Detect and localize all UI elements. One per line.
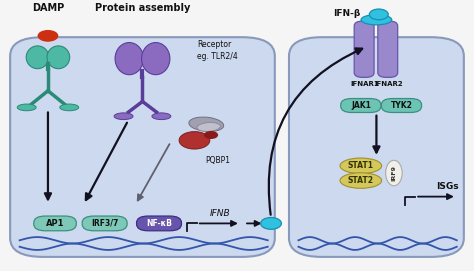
Ellipse shape [17, 104, 36, 111]
Ellipse shape [115, 43, 144, 75]
Text: PQBP1: PQBP1 [206, 156, 230, 165]
Ellipse shape [204, 131, 218, 139]
Ellipse shape [47, 46, 70, 69]
Text: JAK1: JAK1 [351, 101, 371, 110]
Text: Protein assembly: Protein assembly [95, 3, 190, 13]
FancyBboxPatch shape [378, 21, 398, 78]
Text: TYK2: TYK2 [391, 101, 412, 110]
Text: IFN-β: IFN-β [334, 9, 361, 18]
Text: ISGs: ISGs [436, 182, 459, 191]
Ellipse shape [340, 173, 382, 188]
FancyBboxPatch shape [382, 99, 421, 112]
Ellipse shape [189, 117, 224, 131]
Text: IRF9: IRF9 [392, 165, 396, 181]
Ellipse shape [197, 122, 220, 131]
Text: NF-κB: NF-κB [146, 219, 172, 228]
Text: Receptor
eg. TLR2/4: Receptor eg. TLR2/4 [197, 40, 237, 61]
Text: IRF3/7: IRF3/7 [91, 219, 118, 228]
Ellipse shape [340, 158, 382, 173]
Text: IFNAR2: IFNAR2 [374, 81, 402, 87]
Ellipse shape [142, 43, 170, 75]
FancyBboxPatch shape [341, 99, 381, 112]
Circle shape [37, 30, 58, 42]
FancyBboxPatch shape [82, 216, 127, 231]
FancyBboxPatch shape [10, 37, 275, 257]
Ellipse shape [179, 132, 210, 149]
FancyBboxPatch shape [34, 216, 76, 231]
Circle shape [369, 9, 388, 20]
Ellipse shape [60, 104, 79, 111]
Text: STAT1: STAT1 [348, 161, 374, 170]
Text: STAT2: STAT2 [348, 176, 374, 185]
Ellipse shape [152, 113, 171, 120]
FancyBboxPatch shape [354, 21, 374, 78]
Circle shape [261, 218, 282, 229]
Ellipse shape [386, 160, 402, 186]
Ellipse shape [114, 113, 133, 120]
Text: DAMP: DAMP [32, 3, 64, 13]
Ellipse shape [361, 15, 392, 25]
Text: IFNAR1: IFNAR1 [350, 81, 379, 87]
Text: IFNB: IFNB [210, 209, 231, 218]
Text: AP1: AP1 [46, 219, 64, 228]
Ellipse shape [26, 46, 49, 69]
FancyBboxPatch shape [137, 216, 182, 231]
FancyBboxPatch shape [289, 37, 464, 257]
